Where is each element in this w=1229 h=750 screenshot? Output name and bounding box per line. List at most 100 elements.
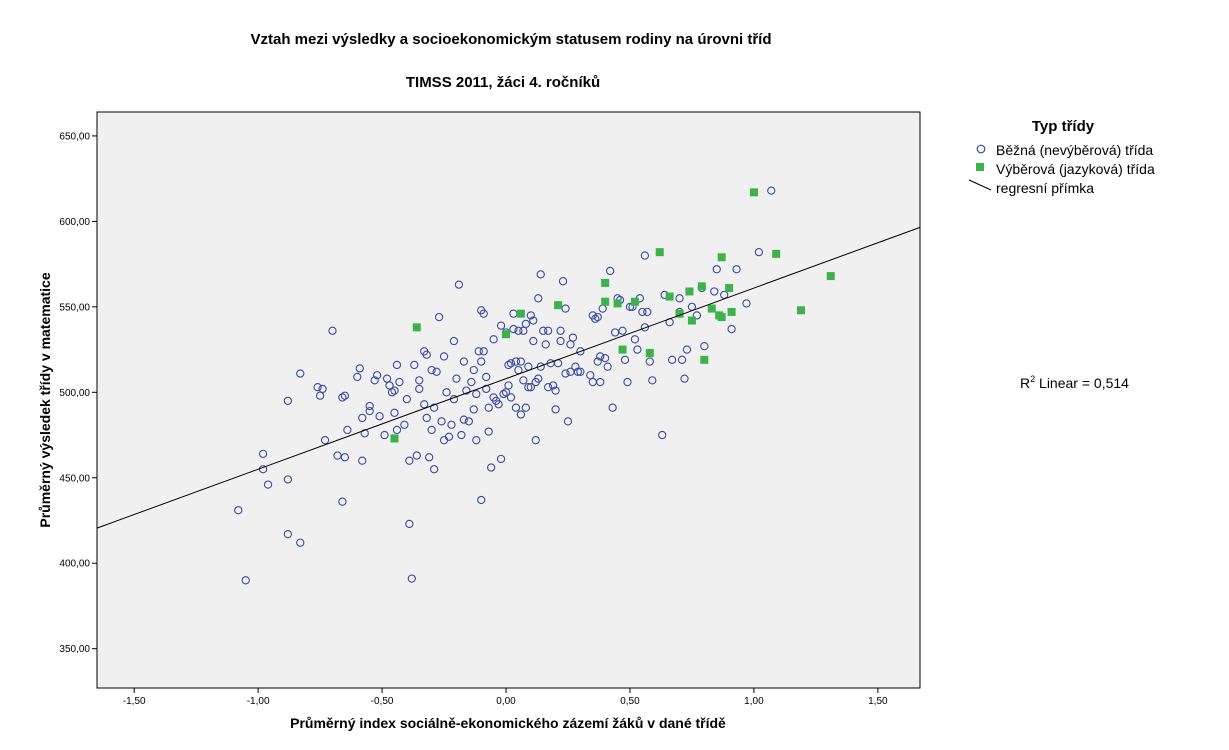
data-point-bezna [658,430,667,440]
x-tick-label: 0,00 [496,696,516,707]
data-point-vyberova [601,278,610,287]
data-point-bezna [640,323,649,332]
data-point-bezna [529,316,538,325]
r2-prefix: R [1020,375,1030,391]
data-point-bezna [504,360,513,370]
chart-title: Vztah mezi výsledky a socioekonomickým s… [250,31,771,48]
data-point-bezna [534,294,543,303]
data-point-bezna [596,352,605,361]
data-point-bezna [571,362,580,371]
data-point-bezna [625,302,635,311]
data-point-bezna [459,357,469,366]
data-point-bezna [486,463,496,472]
legend-circle-marker [976,144,986,154]
data-point-bezna [241,576,250,585]
data-point-vyberova [685,287,694,296]
data-point-bezna [727,324,736,334]
data-point-bezna [548,381,558,390]
data-point-bezna [358,413,367,423]
data-point-bezna [484,427,493,436]
data-point-bezna [521,403,531,412]
data-point-bezna [343,425,352,435]
data-point-bezna [449,336,459,346]
data-point-bezna [556,326,565,335]
data-point-bezna [296,538,305,547]
data-point-bezna [682,345,692,354]
data-point-bezna [767,186,776,195]
data-point-vyberova [707,304,716,313]
data-point-bezna [469,365,478,375]
x-axis-title: Průměrný index sociálně-ekonomického záz… [290,715,726,731]
data-point-bezna [358,456,367,465]
data-point-bezna [372,371,382,380]
data-point-vyberova [717,313,726,322]
data-point-bezna [355,364,364,373]
data-point-bezna [459,415,469,424]
data-point-bezna [296,369,305,378]
data-point-vyberova [613,299,622,308]
data-point-bezna [593,312,602,322]
data-point-bezna [633,345,642,354]
data-point-bezna [494,400,503,409]
data-point-vyberova [700,355,709,364]
x-tick-label: 0,50 [620,696,640,707]
data-point-bezna [519,376,528,385]
data-point-bezna [536,362,545,371]
data-point-bezna [457,430,466,440]
data-point-bezna [558,277,568,286]
data-point-vyberova [797,306,806,315]
data-point-bezna [506,359,516,368]
data-point-bezna [333,451,342,460]
data-point-bezna [442,388,451,397]
legend-item-regrese: regresní přímka [996,180,1094,196]
data-point-bezna [576,367,585,376]
data-point-bezna [400,420,409,429]
data-point-bezna [754,248,764,257]
x-tick-label: -1,00 [247,696,270,707]
data-point-bezna [605,266,615,276]
data-point-bezna [407,574,416,583]
data-point-bezna [496,454,506,464]
data-point-bezna [732,265,741,274]
data-point-vyberova [412,323,421,332]
data-point-bezna [645,357,654,366]
data-point-vyberova [645,348,654,357]
data-point-bezna [472,436,481,445]
data-point-vyberova [749,188,758,197]
data-point-bezna [432,367,441,376]
data-point-vyberova [655,248,664,257]
data-point-bezna [365,406,374,416]
legend-title: Typ třídy [1032,118,1095,135]
data-point-vyberova [516,309,525,318]
x-tick-label: 1,00 [744,696,764,707]
data-point-bezna [439,352,449,361]
data-point-vyberova [618,345,627,354]
data-point-bezna [390,408,399,417]
data-point-bezna [464,417,473,426]
data-point-bezna [318,384,327,394]
data-point-bezna [638,307,647,317]
data-point-bezna [340,391,350,400]
data-point-bezna [380,430,389,440]
data-point-bezna [477,495,486,505]
data-point-bezna [539,326,548,335]
data-point-bezna [353,372,362,382]
data-point-bezna [680,374,689,383]
data-point-vyberova [601,297,610,306]
data-point-vyberova [717,253,726,262]
data-point-bezna [392,360,402,370]
data-point-bezna [420,400,429,409]
data-point-bezna [640,251,649,260]
data-point-bezna [556,336,565,346]
data-point-bezna [422,413,431,423]
y-tick-label: 500,00 [59,388,90,399]
data-point-bezna [677,355,687,364]
data-point-bezna [387,388,397,397]
data-point-bezna [338,393,347,402]
data-point-vyberova [665,292,674,301]
data-point-bezna [482,372,491,382]
data-point-vyberova [772,249,781,258]
data-point-bezna [484,403,493,412]
legend: Typ třídy Běžná (nevýběrová) třída Výběr… [968,118,1155,196]
data-point-bezna [452,374,461,383]
